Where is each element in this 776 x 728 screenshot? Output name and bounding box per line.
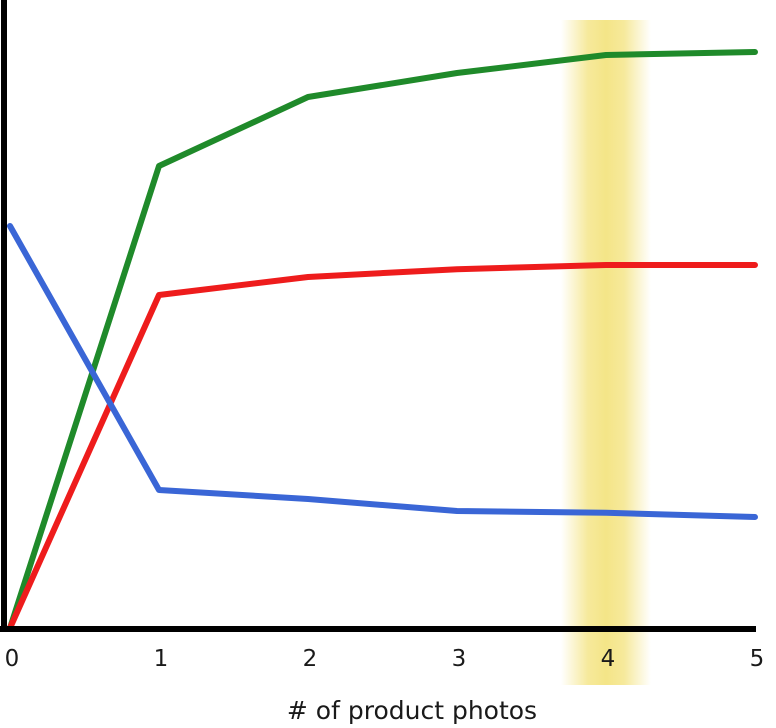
x-tick-label: 0 bbox=[5, 646, 20, 672]
series-line-3 bbox=[7, 223, 758, 520]
x-tick-label: 1 bbox=[154, 646, 169, 672]
x-tick-label: 3 bbox=[452, 646, 467, 672]
x-axis-title: # of product photos bbox=[287, 696, 537, 725]
x-tick-label: 5 bbox=[750, 646, 765, 672]
series-line-1 bbox=[7, 49, 758, 631]
series-line-2 bbox=[7, 262, 758, 631]
x-tick-label: 4 bbox=[601, 646, 616, 672]
highlight-band bbox=[561, 20, 651, 685]
x-tick-label: 2 bbox=[303, 646, 318, 672]
